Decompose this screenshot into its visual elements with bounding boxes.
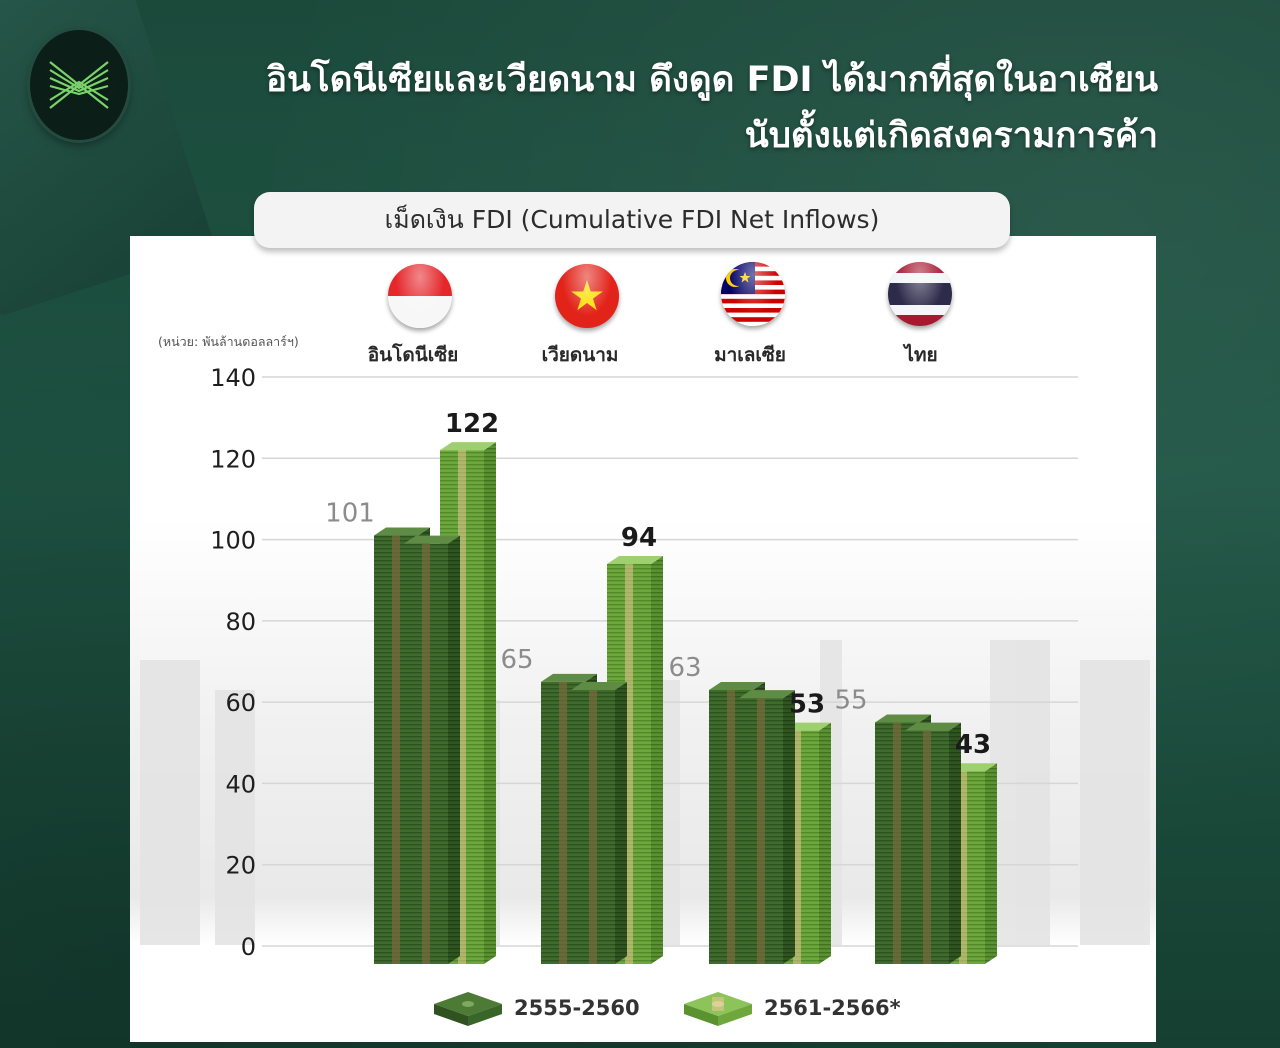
bar-series-1-0-band <box>392 535 400 964</box>
bar-series-2-0-side <box>484 442 496 965</box>
brand-logo-icon <box>30 30 128 140</box>
legend-label-series-2: 2561-2566* <box>764 996 901 1020</box>
category-label-malaysia: มาเลเซีย <box>714 344 786 366</box>
bar-series-1b-3-side <box>949 722 961 964</box>
bar-series-1-2-band <box>727 689 735 964</box>
bar-series-2-3-band <box>959 771 967 964</box>
thailand-flag-icon <box>888 262 952 326</box>
bar-series-1b-0 <box>404 535 460 964</box>
data-label-series-2: 94 <box>621 523 657 553</box>
data-label-series-1: 55 <box>834 685 867 715</box>
bar-series-1-1-band <box>559 681 567 964</box>
cash-stack-light-icon <box>684 992 752 1026</box>
malaysia-flag-icon <box>721 262 785 326</box>
bar-series-2-1-band <box>625 563 633 964</box>
y-tick-label: 100 <box>210 527 256 555</box>
data-label-series-2: 43 <box>955 730 991 760</box>
bar-series-2-2 <box>775 722 831 964</box>
y-tick-label: 60 <box>225 689 256 717</box>
bar-series-2-0-band <box>458 450 466 965</box>
legend-item-series-2: 2561-2566* <box>682 988 901 1028</box>
bar-series-1-3-band <box>893 722 901 964</box>
data-label-series-2: 53 <box>789 690 825 720</box>
bar-series-1b-0-side <box>448 535 460 964</box>
bar-series-1b-3 <box>905 722 961 964</box>
bar-series-1b-1-top <box>571 681 627 690</box>
chart-title: เม็ดเงิน FDI (Cumulative FDI Net Inflows… <box>254 192 1010 248</box>
legend-label-series-1: 2555-2560 <box>514 996 640 1020</box>
headline: อินโดนีเซียและเวียดนาม ดึงดูด FDI ได้มาก… <box>158 52 1158 164</box>
bar-series-1-1-top <box>541 673 597 682</box>
bar-series-1b-3-band <box>923 730 931 964</box>
y-tick-label: 80 <box>225 608 256 636</box>
skyline-decoration <box>140 640 1150 945</box>
data-label-series-1: 63 <box>668 653 701 683</box>
bar-series-1-3-top <box>875 714 931 723</box>
cash-stack-dark-icon <box>434 992 502 1026</box>
bar-series-1b-2-top <box>739 690 795 699</box>
y-tick-label: 120 <box>210 445 256 473</box>
y-tick-label: 140 <box>210 364 256 392</box>
vietnam-flag-icon <box>555 264 619 328</box>
bar-series-2-2-band <box>793 730 801 964</box>
bar-series-1b-2-side <box>783 690 795 964</box>
category-label-indonesia: อินโดนีเซีย <box>367 344 459 366</box>
y-tick-label: 0 <box>241 933 256 961</box>
bar-series-2-3-side <box>985 763 997 964</box>
data-label-series-1: 101 <box>325 499 375 529</box>
data-label-series-2: 122 <box>445 409 499 439</box>
headline-line-2: นับตั้งแต่เกิดสงครามการค้า <box>744 116 1158 156</box>
category-label-thailand: ไทย <box>904 344 938 366</box>
y-tick-label: 40 <box>225 770 256 798</box>
bar-series-1-2-top <box>709 681 765 690</box>
bar-series-1b-1 <box>571 681 627 964</box>
indonesia-flag-icon <box>388 264 452 328</box>
unit-label: (หน่วย: พันล้านดอลลาร์ฯ) <box>158 334 299 349</box>
bar-series-1b-0-band <box>422 543 430 964</box>
bar-series-1b-1-band <box>589 689 597 964</box>
headline-line-1: อินโดนีเซียและเวียดนาม ดึงดูด FDI ได้มาก… <box>265 60 1158 100</box>
y-tick-label: 20 <box>225 852 256 880</box>
bar-series-2-0-top <box>440 442 496 451</box>
data-label-series-1: 65 <box>500 645 533 675</box>
bar-series-2-1-top <box>607 555 663 564</box>
bar-series-1b-2 <box>739 690 795 964</box>
bar-series-1b-1-side <box>615 681 627 964</box>
bar-series-2-1-side <box>651 555 663 964</box>
bar-series-1-0-top <box>374 527 430 536</box>
bar-series-1b-2-band <box>757 698 765 964</box>
bar-series-2-1 <box>607 555 663 964</box>
bar-series-2-2-side <box>819 722 831 964</box>
bar-series-1b-0-top <box>404 535 460 544</box>
category-label-vietnam: เวียดนาม <box>541 344 619 366</box>
bar-series-1b-3-top <box>905 722 961 731</box>
legend-item-series-1: 2555-2560 <box>432 988 640 1028</box>
